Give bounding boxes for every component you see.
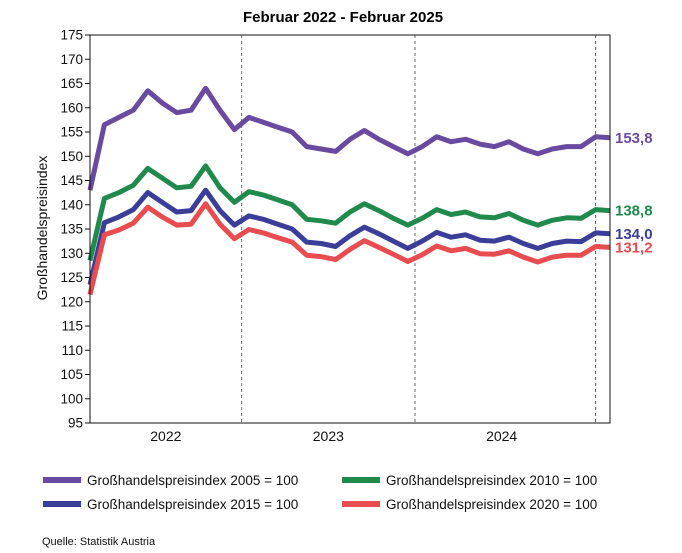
grid-lines <box>241 35 597 423</box>
y-tick-label: 110 <box>61 343 83 358</box>
y-tick-label: 105 <box>60 367 83 382</box>
y-tick-label: 165 <box>60 76 83 91</box>
y-tick-label: 160 <box>60 100 83 115</box>
end-label-1: 153,8 <box>615 130 653 147</box>
source-note: Quelle: Statistik Austria <box>42 536 156 548</box>
y-tick-label: 175 <box>60 28 83 43</box>
series-line-1 <box>87 85 611 191</box>
y-tick-label: 95 <box>68 416 83 431</box>
plot-frame <box>89 34 611 424</box>
y-tick-label: 150 <box>60 149 83 164</box>
x-axis-labels: 2022 2023 2024 <box>150 428 517 444</box>
y-tick-label: 170 <box>60 52 83 67</box>
y-tick-label: 100 <box>60 391 83 406</box>
end-label-2: 138,8 <box>615 203 653 220</box>
y-axis-ticks: 95 100 105 110 115 120 125 130 135 140 145 150 155 16… <box>60 28 90 431</box>
y-tick-label: 140 <box>60 197 83 212</box>
legend-label: Großhandelspreisindex 2015 = 100 <box>87 497 298 512</box>
end-label-3: 134,0 <box>615 226 653 243</box>
y-tick-label: 135 <box>60 222 83 237</box>
series-lines <box>87 85 611 296</box>
x-year-label: 2022 <box>150 428 181 444</box>
chart-title: Februar 2022 - Februar 2025 <box>243 9 443 26</box>
series-line-4 <box>87 201 611 296</box>
legend: Großhandelspreisindex 2005 = 100 Großhand… <box>43 473 597 512</box>
x-year-label: 2024 <box>486 428 517 444</box>
y-tick-label: 120 <box>60 294 83 309</box>
y-tick-label: 145 <box>60 173 83 188</box>
legend-label: Großhandelspreisindex 2005 = 100 <box>87 473 298 488</box>
end-label-4: 131,2 <box>615 239 653 256</box>
y-tick-label: 155 <box>60 125 83 140</box>
series-line-3 <box>87 187 611 286</box>
y-tick-label: 125 <box>60 270 83 285</box>
legend-label: Großhandelspreisindex 2010 = 100 <box>386 473 597 488</box>
y-tick-label: 115 <box>61 319 83 334</box>
y-axis-label: Großhandelspreisindex <box>34 156 50 301</box>
legend-label: Großhandelspreisindex 2020 = 100 <box>386 497 597 512</box>
y-tick-label: 130 <box>60 246 83 261</box>
series-line-2 <box>87 163 611 262</box>
x-year-label: 2023 <box>313 428 344 444</box>
